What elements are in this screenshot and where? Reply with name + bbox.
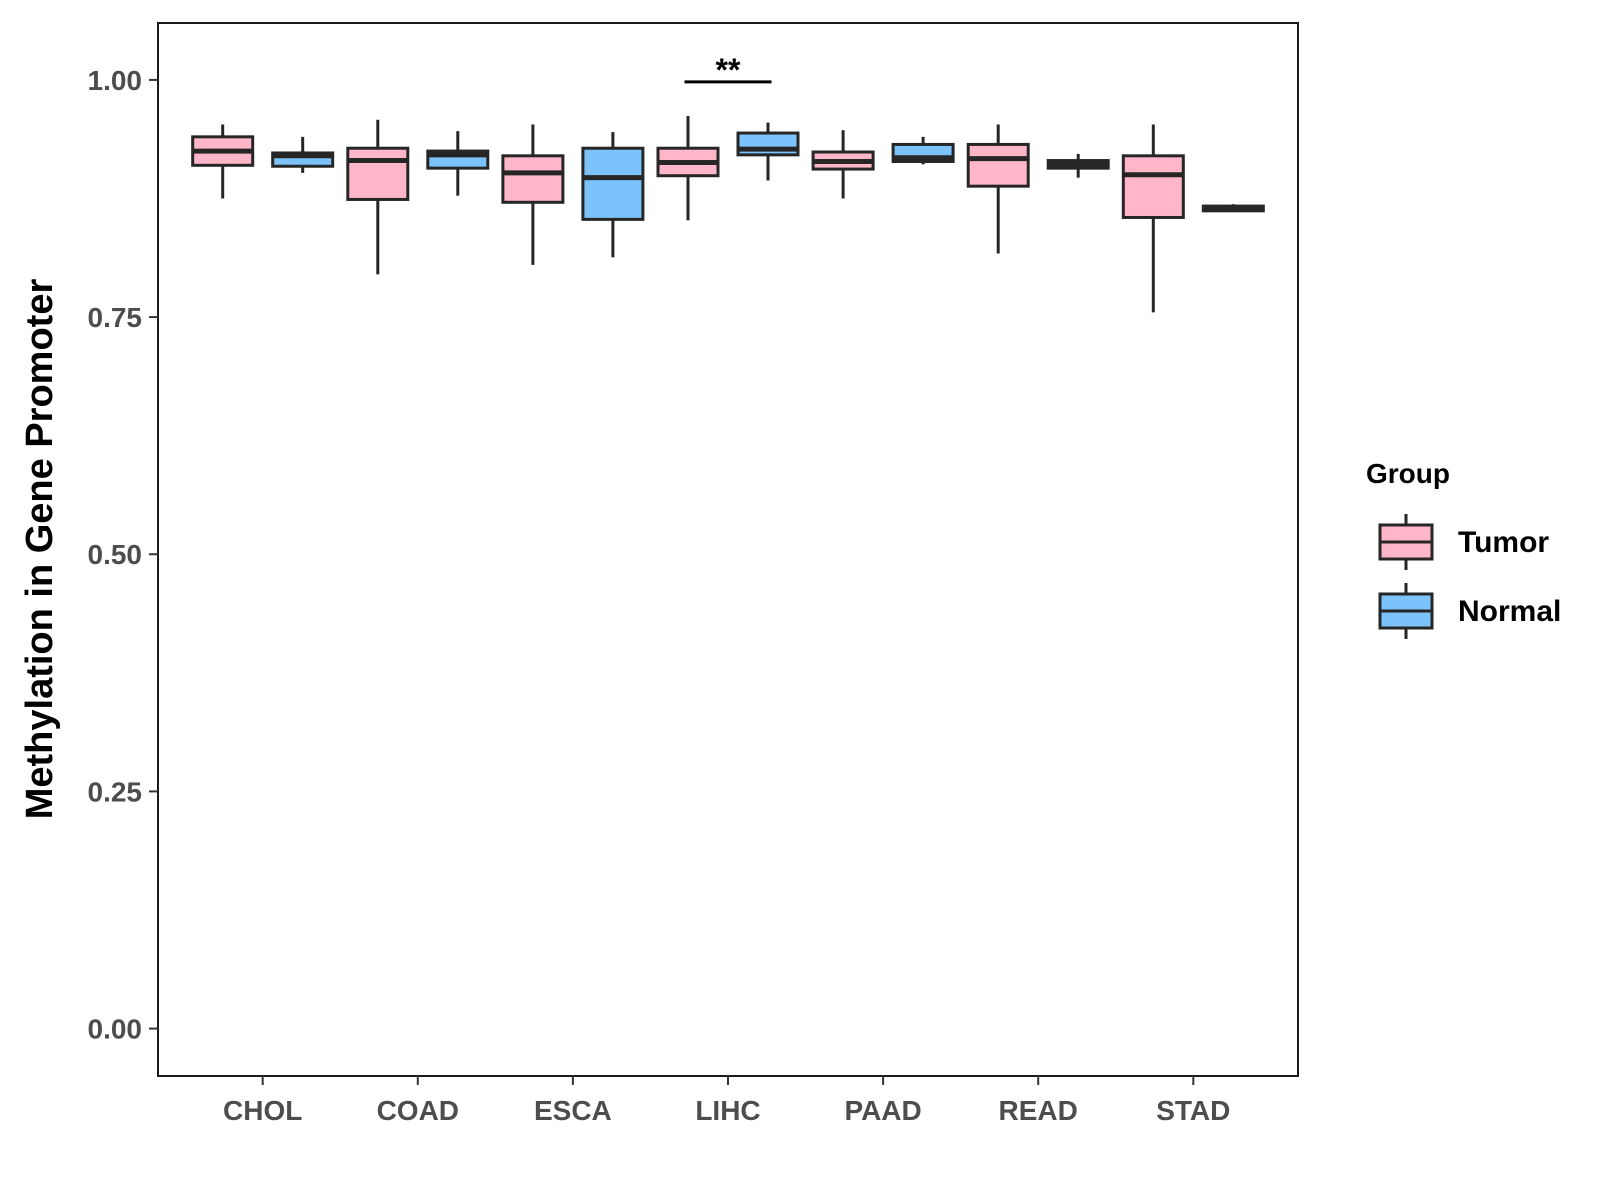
box-tumor-read xyxy=(966,124,1030,254)
box-normal-read xyxy=(1046,153,1110,178)
legend-title: Group xyxy=(1366,458,1450,489)
legend-item-normal: Normal xyxy=(1378,583,1561,639)
box-normal-stad xyxy=(1201,204,1265,213)
x-tick-label-lihc: LIHC xyxy=(695,1095,760,1126)
x-tick-label-coad: COAD xyxy=(377,1095,459,1126)
box-tumor-paad xyxy=(811,130,875,199)
legend-label: Normal xyxy=(1458,595,1561,628)
box-tumor-coad xyxy=(346,119,410,275)
legend-label: Tumor xyxy=(1458,526,1549,559)
box-tumor-esca xyxy=(501,124,565,265)
y-axis-title: Methylation in Gene Promoter xyxy=(19,279,61,820)
annotations-layer: ** xyxy=(684,52,772,88)
box-normal-esca xyxy=(581,132,645,258)
x-tick-label-stad: STAD xyxy=(1156,1095,1230,1126)
legend: Group Tumor Normal xyxy=(1366,458,1561,639)
y-tick-label: 0.75 xyxy=(88,302,143,333)
y-tick-label: 0.50 xyxy=(88,539,143,570)
box-normal-lihc xyxy=(736,122,800,181)
box-body xyxy=(1121,154,1185,219)
x-axis: CHOL COAD ESCA LIHC PAAD READ STAD xyxy=(223,1076,1230,1126)
y-tick-label: 0.00 xyxy=(88,1014,143,1045)
legend-item-tumor: Tumor xyxy=(1378,514,1549,570)
significance-label: ** xyxy=(716,52,741,88)
x-tick-label-read: READ xyxy=(999,1095,1078,1126)
box-tumor-stad xyxy=(1121,124,1185,313)
box-normal-coad xyxy=(426,131,490,196)
box-body xyxy=(346,146,410,201)
box-normal-chol xyxy=(271,136,335,173)
y-tick-label: 0.25 xyxy=(88,776,143,807)
box-tumor-lihc xyxy=(656,115,720,221)
boxes-layer xyxy=(191,115,1265,313)
x-tick-label-esca: ESCA xyxy=(534,1095,612,1126)
box-body xyxy=(966,142,1030,188)
y-tick-label: 1.00 xyxy=(88,65,143,96)
box-normal-paad xyxy=(891,136,955,165)
x-tick-label-chol: CHOL xyxy=(223,1095,302,1126)
y-axis: 0.00 0.25 0.50 0.75 1.00 xyxy=(88,65,158,1045)
x-tick-label-paad: PAAD xyxy=(844,1095,921,1126)
box-tumor-chol xyxy=(191,124,255,199)
box-body xyxy=(581,146,645,221)
box-body xyxy=(501,154,565,204)
